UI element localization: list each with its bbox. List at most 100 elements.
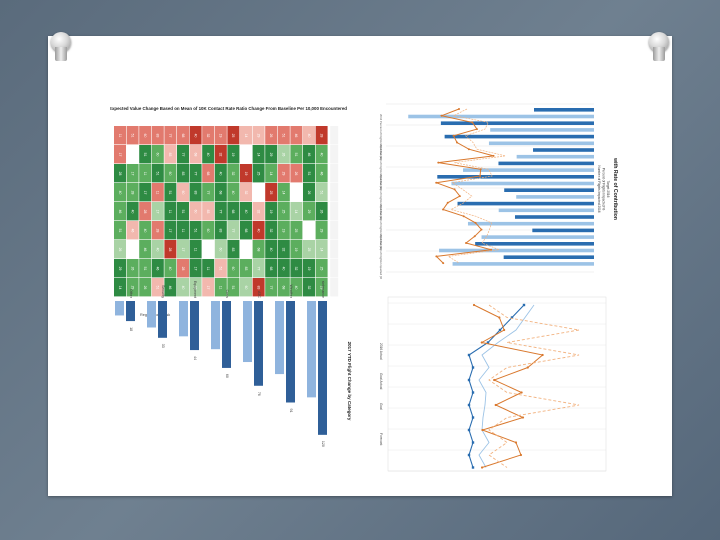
heatmap-cell-label: 11 [156, 191, 160, 195]
heatmap-cell-label: 28 [143, 210, 147, 214]
heatmap-cell-label: 51 [156, 286, 160, 290]
trend-marker [479, 175, 482, 177]
heatmap-cell [164, 259, 177, 278]
hbar-category-label: Crew [225, 290, 229, 299]
heatmap-cell [252, 259, 265, 278]
heatmap-cell [151, 278, 164, 297]
heatmap-cell-label: 51 [319, 191, 323, 195]
heatmap-cell [177, 202, 189, 221]
heatmap-cell-label: 46 [156, 267, 160, 271]
heatmap-cell-label: 68 [282, 286, 286, 290]
line-marker-orange [520, 391, 523, 394]
heatmap-cell-label: 14 [118, 286, 122, 290]
heatmap-cell [126, 183, 139, 202]
line-marker-orange [472, 303, 476, 307]
heatmap-cell-label: 46 [143, 248, 147, 252]
trend-marker [479, 168, 482, 171]
hbar-bar [190, 301, 199, 351]
line-series-blue [468, 304, 525, 468]
heatmap-cell-label: 14 [244, 134, 248, 138]
heatmap-cell-label: 25 [269, 191, 273, 195]
heatmap-cell [214, 221, 227, 240]
trend-subtitle: Number of Flights Impacted 2016 [597, 165, 601, 212]
heatmap-cell [177, 183, 189, 202]
heatmap-cell-label: 46 [130, 229, 134, 233]
heatmap-cell [189, 278, 202, 297]
heatmap-cell [126, 278, 139, 297]
heatmap-cell [290, 240, 303, 259]
heatmap-cell-label: 83 [256, 286, 260, 290]
heatmap-cell [202, 221, 215, 240]
line-marker-orange [493, 378, 496, 382]
heatmap-cell-label: 29 [307, 210, 311, 214]
heatmap-cell-label: 51 [307, 172, 311, 176]
heatmap-row-header [330, 259, 339, 278]
trend-marker [440, 114, 443, 117]
heatmap-cell [227, 183, 240, 202]
heatmap-cell-label: 25 [294, 229, 298, 233]
trend-marker [492, 154, 495, 157]
heatmap-cell-label: 60 [156, 153, 160, 157]
heatmap-cell-label: 40 [282, 267, 286, 271]
heatmap-cell-label: 40 [130, 210, 134, 214]
heatmap-cell-label: 83 [168, 153, 172, 157]
heatmap-cell-label: 28 [319, 134, 323, 138]
trend-bar [408, 114, 594, 119]
heatmap-cell-label: 26 [307, 191, 311, 195]
heatmap-cell [252, 126, 265, 145]
heatmap-cell [202, 145, 215, 164]
heatmap-cell-label: 46 [118, 210, 122, 214]
heatmap-cell [177, 164, 189, 183]
heatmap-cell-label: 77 [269, 286, 273, 290]
heatmap-cell [114, 259, 126, 278]
heatmap-cell [240, 183, 252, 202]
trend-marker [474, 221, 477, 224]
trend-marker [446, 201, 449, 204]
trend-subtitle: Target 2016 [606, 181, 610, 198]
heatmap-cell-label: 11 [181, 229, 185, 233]
heatmap-cell-label: 29 [294, 191, 298, 195]
heatmap-cell-label: 14 [282, 191, 286, 195]
heatmap-cell [265, 145, 278, 164]
heatmap-cell [252, 183, 265, 202]
heatmap-cell [240, 126, 252, 145]
heatmap-cell-label: 51 [231, 286, 235, 290]
heatmap-cell [126, 240, 139, 259]
trend-marker [462, 215, 465, 218]
heatmap-cell-label: 40 [143, 229, 147, 233]
heatmap-cell-label: 51 [118, 229, 122, 233]
heatmap-row-header [330, 240, 339, 259]
heatmap-title: Expected Value Change Based on Mean of 1… [110, 106, 347, 111]
heatmap-cell-label: 17 [130, 172, 134, 176]
heatmap-cell-label: 17 [118, 153, 122, 157]
heatmap-cell [151, 183, 164, 202]
heatmap-cell-label: 17 [143, 191, 147, 195]
heatmap-cell [277, 221, 290, 240]
heatmap-cell [164, 202, 177, 221]
trend-bar [440, 121, 594, 125]
heatmap-cell [290, 202, 303, 221]
heatmap-cell [189, 126, 202, 145]
heatmap-cell [164, 183, 177, 202]
line-marker-blue [486, 341, 490, 344]
heatmap-cell [177, 259, 189, 278]
heatmap-cell [202, 164, 215, 183]
heatmap-cell [277, 259, 290, 278]
heatmap-cell [290, 126, 303, 145]
heatmap-cell [126, 259, 139, 278]
heatmap-cell-label: 77 [193, 172, 197, 176]
trend-line-secondary [447, 108, 506, 264]
heatmap-cell [202, 183, 215, 202]
heatmap-cell [315, 164, 328, 183]
heatmap-cell [265, 240, 278, 259]
line-marker-blue [498, 328, 502, 332]
heatmap-cell [126, 202, 139, 221]
trend-bar [504, 188, 594, 192]
heatmap-cell [139, 278, 152, 297]
heatmap-cell-label: 11 [130, 153, 134, 157]
heatmap-cell [151, 164, 164, 183]
heatmap-cell-label: 25 [244, 153, 248, 157]
heatmap-cell-label: 46 [168, 286, 172, 290]
heatmap-cell-label: 19 [307, 267, 311, 271]
heatmap-cell-label: 40 [244, 210, 248, 214]
